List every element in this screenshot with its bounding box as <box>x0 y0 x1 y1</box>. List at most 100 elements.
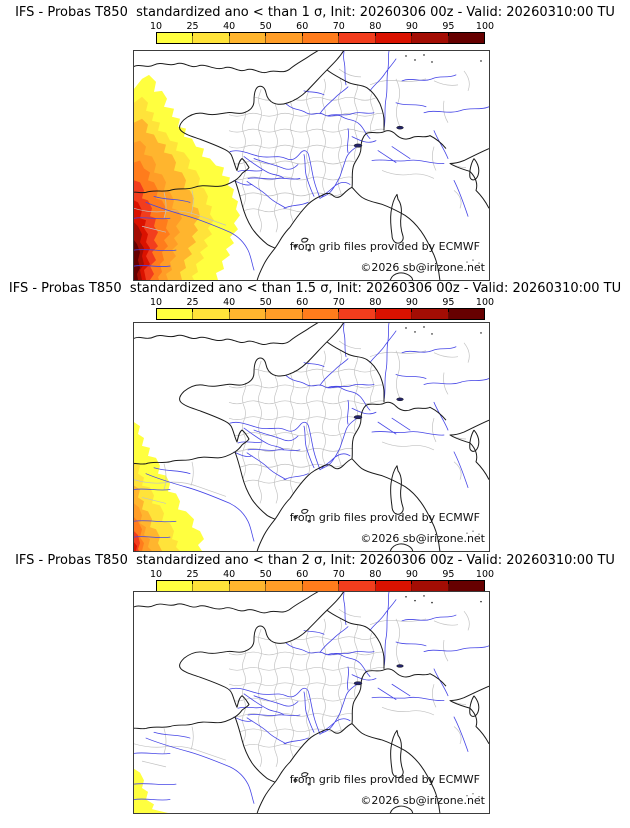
colorbar-tick-label: 60 <box>296 569 309 580</box>
colorbar-segment <box>193 581 230 591</box>
colorbar-tick-mark <box>411 308 413 312</box>
colorbar-tick-label: 95 <box>442 21 455 32</box>
panel-sigma-2: IFS - Probas T850 standardized ano < tha… <box>0 548 630 828</box>
colorbar-segment <box>448 33 484 43</box>
colorbar-tick-mark <box>265 308 267 312</box>
colorbar-segment <box>412 581 449 591</box>
probability-contour-fill <box>134 768 168 813</box>
colorbar-segment <box>375 581 413 591</box>
copyright-notice: ©2026 sb@irizone.net <box>360 261 485 274</box>
colorbar-segment <box>302 33 340 43</box>
ecmwf-credit: from grib files provided by ECMWF <box>289 511 480 524</box>
colorbar-tick-label: 25 <box>186 21 199 32</box>
map-canvas <box>134 51 489 280</box>
colorbar-tick-mark <box>301 580 303 584</box>
colorbar-segment <box>157 581 194 591</box>
colorbar-segment <box>266 581 303 591</box>
colorbar-segment <box>339 309 376 319</box>
colorbar-tick-label: 90 <box>405 569 418 580</box>
probability-colorbar: 10 25 40 50 60 70 80 90 95 100 <box>150 569 494 594</box>
colorbar-tick-mark <box>447 580 449 584</box>
panel-sigma-1: IFS - Probas T850 standardized ano < tha… <box>0 0 630 281</box>
colorbar-segment <box>229 581 267 591</box>
colorbar-tick-label: 10 <box>149 569 163 580</box>
colorbar-tick-mark <box>411 580 413 584</box>
colorbar-tick-mark <box>228 308 230 312</box>
probability-colorbar: 10 25 40 50 60 70 80 90 95 100 <box>150 21 494 46</box>
colorbar-segment <box>157 309 194 319</box>
colorbar-tick-labels: 10 25 40 50 60 70 80 90 95 100 <box>150 297 494 308</box>
colorbar-tick-mark <box>301 308 303 312</box>
panel-sigma-1-5: IFS - Probas T850 standardized ano < tha… <box>0 276 630 552</box>
colorbar-tick-mark <box>447 308 449 312</box>
colorbar-segment <box>302 309 340 319</box>
colorbar-tick-label: 80 <box>369 569 382 580</box>
colorbar-tick-label: 95 <box>442 297 455 308</box>
colorbar-tick-mark <box>192 580 194 584</box>
colorbar-segment <box>375 309 413 319</box>
colorbar-tick-mark <box>447 32 449 36</box>
colorbar-segment <box>302 581 340 591</box>
colorbar-tick-mark <box>192 32 194 36</box>
map-frame: from grib files provided by ECMWF ©2026 … <box>133 50 490 281</box>
colorbar-segment <box>229 309 267 319</box>
colorbar-tick-label: 60 <box>296 297 309 308</box>
colorbar-tick-mark <box>411 32 413 36</box>
page-title: IFS - Probas T850 standardized ano < tha… <box>15 553 615 568</box>
colorbar-bar <box>156 308 485 320</box>
colorbar-segment <box>448 309 484 319</box>
probability-contour-fill <box>134 542 137 551</box>
page-title: IFS - Probas T850 standardized ano < tha… <box>15 5 615 20</box>
colorbar-tick-label: 40 <box>223 297 236 308</box>
colorbar-tick-label: 80 <box>369 21 382 32</box>
colorbar-tick-label: 60 <box>296 21 309 32</box>
colorbar-tick-mark <box>228 32 230 36</box>
colorbar-tick-label: 10 <box>149 297 163 308</box>
colorbar-segment <box>229 33 267 43</box>
copyright-notice: ©2026 sb@irizone.net <box>360 532 485 545</box>
colorbar-tick-label: 40 <box>223 21 236 32</box>
colorbar-tick-label: 90 <box>405 21 418 32</box>
colorbar-tick-label: 70 <box>332 297 345 308</box>
colorbar-tick-mark <box>228 580 230 584</box>
colorbar-segment <box>448 581 484 591</box>
ecmwf-credit: from grib files provided by ECMWF <box>289 240 480 253</box>
colorbar-tick-label: 80 <box>369 297 382 308</box>
colorbar-tick-label: 100 <box>475 21 495 32</box>
map-canvas <box>134 592 489 813</box>
colorbar-tick-mark <box>374 32 376 36</box>
colorbar-tick-label: 25 <box>186 569 199 580</box>
page-title: IFS - Probas T850 standardized ano < tha… <box>8 281 622 296</box>
colorbar-bar <box>156 580 485 592</box>
colorbar-segment <box>412 309 449 319</box>
colorbar-segment <box>193 309 230 319</box>
colorbar-tick-label: 70 <box>332 569 345 580</box>
colorbar-tick-mark <box>374 308 376 312</box>
colorbar-tick-mark <box>338 32 340 36</box>
colorbar-segment <box>412 33 449 43</box>
colorbar-segment <box>339 33 376 43</box>
colorbar-segment <box>193 33 230 43</box>
colorbar-tick-label: 25 <box>186 297 199 308</box>
map-frame: from grib files provided by ECMWF ©2026 … <box>133 322 490 552</box>
colorbar-tick-mark <box>338 580 340 584</box>
colorbar-tick-label: 40 <box>223 569 236 580</box>
colorbar-tick-labels: 10 25 40 50 60 70 80 90 95 100 <box>150 21 494 32</box>
colorbar-segment <box>157 33 194 43</box>
map-frame: from grib files provided by ECMWF ©2026 … <box>133 591 490 814</box>
copyright-notice: ©2026 sb@irizone.net <box>360 794 485 807</box>
colorbar-tick-mark <box>192 308 194 312</box>
colorbar-tick-label: 50 <box>259 297 272 308</box>
colorbar-tick-mark <box>374 580 376 584</box>
colorbar-tick-label: 70 <box>332 21 345 32</box>
colorbar-segment <box>339 581 376 591</box>
colorbar-segment <box>266 309 303 319</box>
colorbar-tick-mark <box>265 32 267 36</box>
probability-colorbar: 10 25 40 50 60 70 80 90 95 100 <box>150 297 494 322</box>
colorbar-tick-label: 10 <box>149 21 163 32</box>
colorbar-tick-labels: 10 25 40 50 60 70 80 90 95 100 <box>150 569 494 580</box>
colorbar-tick-mark <box>301 32 303 36</box>
colorbar-tick-mark <box>338 308 340 312</box>
colorbar-tick-label: 95 <box>442 569 455 580</box>
colorbar-bar <box>156 32 485 44</box>
